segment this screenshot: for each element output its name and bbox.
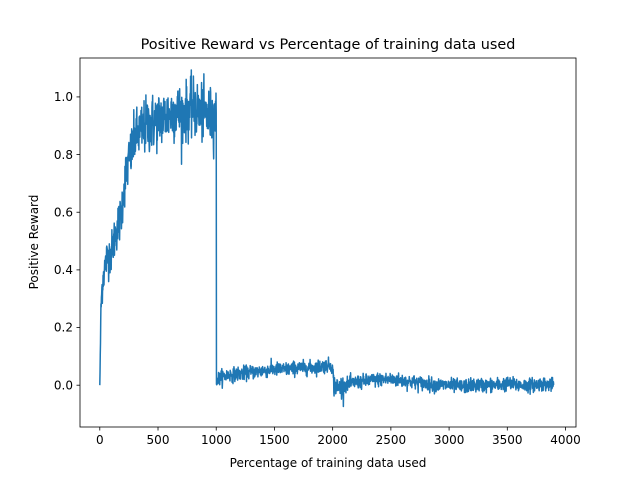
plot-frame: [79, 57, 577, 428]
y-tick-label: 0.2: [54, 321, 73, 335]
x-axis-label: Percentage of training data used: [230, 456, 427, 470]
x-tick-label: 4000: [550, 433, 581, 447]
plot-area: [99, 69, 555, 408]
y-axis-label: Positive Reward: [27, 195, 41, 290]
x-tick-label: 1500: [259, 433, 290, 447]
x-tick-label: 3000: [434, 433, 465, 447]
x-tick-label: 0: [96, 433, 104, 447]
series-line: [99, 69, 555, 408]
x-tick-label: 1000: [201, 433, 232, 447]
x-tick-label: 500: [147, 433, 170, 447]
y-tick-label: 0.6: [54, 205, 73, 219]
x-axis-ticks: 0 500 1000 1500 2000 2500 3000 3500 4000: [96, 427, 581, 447]
y-tick-label: 1.0: [54, 90, 73, 104]
chart-title: Positive Reward vs Percentage of trainin…: [141, 37, 516, 53]
y-tick-label: 0.4: [54, 263, 73, 277]
y-tick-label: 0.8: [54, 148, 73, 162]
x-tick-label: 3500: [492, 433, 523, 447]
y-axis-ticks: 0.0 0.2 0.4 0.6 0.8 1.0: [54, 90, 80, 392]
x-tick-label: 2000: [317, 433, 348, 447]
y-tick-label: 0.0: [54, 378, 73, 392]
x-tick-label: 2500: [376, 433, 407, 447]
